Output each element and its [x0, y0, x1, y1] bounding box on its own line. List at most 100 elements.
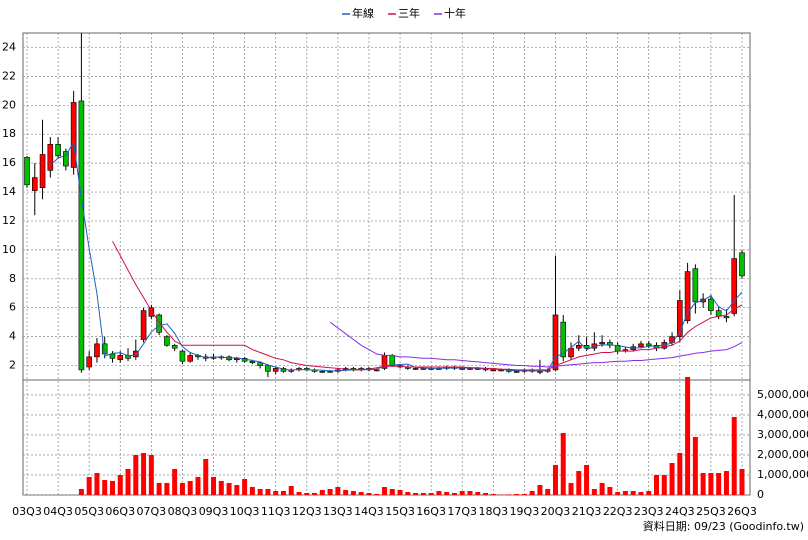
x-tick-label: 05Q3	[74, 505, 104, 518]
volume-bar	[195, 477, 201, 495]
candle-body	[412, 368, 419, 370]
candle-body	[599, 342, 605, 345]
candle-body	[148, 307, 155, 317]
x-tick-label: 18Q3	[478, 505, 508, 518]
volume-bar	[405, 492, 411, 495]
y-tick-label: 12	[2, 214, 16, 227]
x-tick-label: 14Q3	[354, 505, 384, 518]
x-tick-label: 09Q3	[199, 505, 229, 518]
volume-bar	[599, 483, 605, 495]
volume-bar	[78, 489, 84, 495]
volume-bar	[288, 486, 294, 495]
x-tick-label: 06Q3	[105, 505, 135, 518]
candle-body	[373, 369, 380, 372]
volume-bar	[109, 481, 115, 495]
volume-bar	[537, 485, 543, 495]
x-tick-label: 16Q3	[416, 505, 446, 518]
x-tick-label: 03Q3	[12, 505, 42, 518]
candle-body	[537, 371, 543, 373]
volume-bar	[156, 483, 162, 495]
volume-bar	[661, 475, 667, 495]
volume-bar	[716, 473, 722, 495]
candle-body	[319, 371, 326, 373]
x-tick-label: 08Q3	[168, 505, 198, 518]
volume-bar	[576, 471, 582, 495]
volume-bar	[296, 492, 302, 495]
volume-bar	[451, 493, 457, 495]
candle-body	[47, 144, 54, 171]
volume-bar	[529, 491, 535, 495]
volume-bar	[389, 489, 395, 495]
candle-body	[708, 298, 714, 311]
volume-bar	[312, 493, 318, 495]
volume-bar	[280, 491, 286, 495]
x-tick-label: 17Q3	[447, 505, 477, 518]
candle-body	[24, 157, 30, 186]
y-tick-label: 8	[9, 272, 16, 285]
volume-bar	[654, 475, 660, 495]
volume-bar	[148, 455, 154, 495]
y2-tick-label: 4,000,000	[757, 408, 808, 421]
candle-body	[187, 355, 194, 362]
volume-bar	[483, 493, 489, 495]
moving-average-line	[49, 140, 743, 372]
volume-bar	[117, 475, 123, 495]
volume-bar	[343, 490, 349, 495]
volume-bar	[467, 491, 473, 495]
legend-label: 年線	[352, 6, 374, 20]
volume-bar	[584, 465, 590, 495]
candle-body	[70, 102, 77, 168]
x-tick-label: 07Q3	[137, 505, 167, 518]
candle-body	[156, 314, 162, 333]
volume-bar	[700, 473, 706, 495]
volume-bar	[428, 493, 434, 495]
candle-body	[94, 343, 100, 358]
volume-bar	[179, 483, 185, 495]
y-tick-label: 22	[2, 69, 16, 82]
x-tick-label: 26Q3	[727, 505, 757, 518]
y-tick-label: 6	[9, 301, 16, 314]
volume-bar	[638, 492, 644, 495]
y-tick-label: 14	[2, 185, 16, 198]
volume-bar	[141, 453, 147, 495]
candle-body	[645, 343, 652, 346]
candle-body	[560, 321, 567, 358]
volume-bar	[506, 494, 512, 495]
volume-bar	[607, 487, 613, 495]
candle-body	[739, 252, 745, 277]
candle-body	[86, 356, 92, 368]
x-tick-label: 04Q3	[43, 505, 73, 518]
volume-bar	[436, 491, 442, 495]
candle-body	[459, 368, 466, 370]
footnote: 資料日期: 09/23 (Goodinfo.tw)	[643, 519, 804, 533]
volume-bar	[86, 477, 92, 495]
y2-tick-label: 0	[757, 488, 764, 501]
volume-bar	[591, 489, 597, 495]
volume-bar	[327, 489, 333, 495]
candle-body	[272, 368, 279, 372]
y-tick-label: 18	[2, 127, 16, 140]
candle-body	[715, 310, 722, 317]
x-tick-label: 21Q3	[572, 505, 602, 518]
volume-bar	[514, 494, 520, 495]
candle-body	[684, 271, 691, 322]
volume-bar	[685, 377, 691, 495]
volume-bar	[133, 455, 139, 495]
y-tick-label: 4	[9, 330, 16, 343]
x-tick-label: 22Q3	[603, 505, 633, 518]
y-tick-label: 24	[2, 40, 16, 53]
volume-bar	[164, 483, 170, 495]
plot-frame	[22, 32, 751, 496]
candle-body	[63, 151, 69, 167]
candle-body	[109, 353, 116, 359]
candle-body	[55, 144, 61, 157]
y2-tick-label: 3,000,000	[757, 428, 808, 441]
volume-bar	[257, 489, 263, 495]
candle-body	[327, 371, 333, 373]
candle-body	[490, 369, 497, 372]
moving-average-line	[329, 321, 743, 368]
volume-bar	[358, 492, 364, 495]
volume-bar	[366, 493, 372, 495]
volume-bar	[692, 437, 698, 495]
